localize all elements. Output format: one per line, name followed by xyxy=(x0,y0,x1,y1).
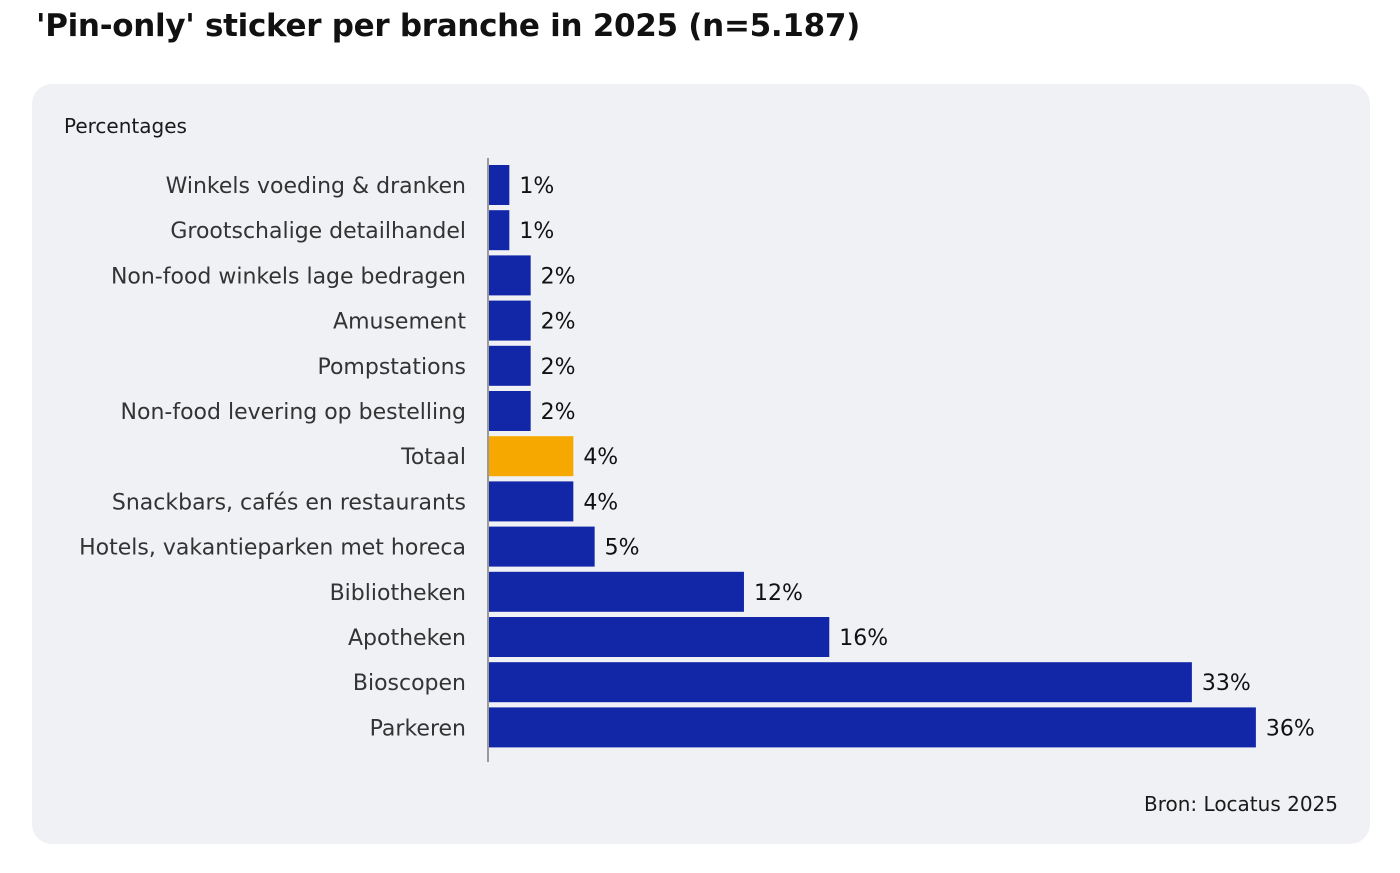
category-label: Snackbars, cafés en restaurants xyxy=(112,490,466,515)
bar xyxy=(488,571,744,612)
value-label: 5% xyxy=(605,536,640,561)
value-label: 33% xyxy=(1202,671,1251,696)
value-label: 36% xyxy=(1266,716,1315,741)
category-label: Apotheken xyxy=(348,626,466,651)
category-label: Hotels, vakantieparken met horeca xyxy=(79,536,466,561)
category-label: Totaal xyxy=(400,445,466,470)
value-label: 1% xyxy=(519,174,554,199)
value-label: 2% xyxy=(541,400,576,425)
category-label: Grootschalige detailhandel xyxy=(170,219,466,244)
value-label: 2% xyxy=(541,310,576,335)
category-label: Non-food levering op bestelling xyxy=(121,400,466,425)
bar xyxy=(488,345,531,386)
bar xyxy=(488,165,510,205)
bar xyxy=(488,662,1192,703)
bar xyxy=(488,526,595,567)
category-label: Winkels voeding & dranken xyxy=(166,174,466,199)
value-label: 2% xyxy=(541,264,576,289)
value-label: 4% xyxy=(583,490,618,515)
category-label: Bibliotheken xyxy=(330,581,466,606)
category-label: Parkeren xyxy=(370,716,466,741)
bar xyxy=(488,210,510,251)
value-label: 2% xyxy=(541,355,576,380)
value-label: 4% xyxy=(583,445,618,470)
category-label: Non-food winkels lage bedragen xyxy=(111,264,466,289)
bar xyxy=(488,481,574,522)
value-label: 16% xyxy=(839,626,888,651)
bar xyxy=(488,617,830,657)
bar-highlight xyxy=(488,436,574,477)
bar xyxy=(488,707,1256,748)
category-label: Amusement xyxy=(333,310,466,335)
bar xyxy=(488,391,531,431)
chart-title: 'Pin-only' sticker per branche in 2025 (… xyxy=(36,8,861,44)
category-label: Bioscopen xyxy=(353,671,466,696)
bar xyxy=(488,300,531,341)
unit-label: Percentages xyxy=(64,114,187,138)
category-label: Pompstations xyxy=(317,355,466,380)
value-label: 1% xyxy=(519,219,554,244)
source-note: Bron: Locatus 2025 xyxy=(1144,792,1338,816)
value-label: 12% xyxy=(754,581,803,606)
bar xyxy=(488,255,531,296)
